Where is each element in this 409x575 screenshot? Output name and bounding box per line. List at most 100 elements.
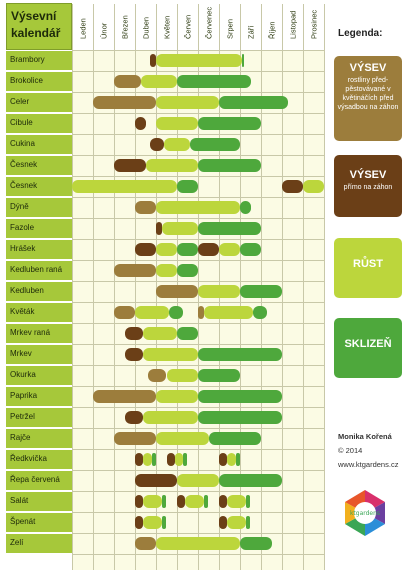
- legend-sow-indoor: VÝSEV rostliny před-pěstovávané v květin…: [334, 56, 402, 141]
- bar-harvest: [198, 159, 261, 172]
- month-label-text: Březen: [120, 15, 129, 39]
- sowing-calendar: Výsevní kalendář Leden Únor Březen Duben Kvě…: [6, 3, 325, 570]
- legend-sow-indoor-heading: VÝSEV: [349, 62, 387, 74]
- bar-growth: [164, 138, 190, 151]
- bar-sow-direct: [219, 516, 228, 529]
- crop-row-label: Cibule: [6, 114, 72, 135]
- legend-growth: RŮST: [334, 238, 402, 298]
- crop-name: Kedluben: [10, 286, 44, 295]
- grid-horizontal-line: [72, 533, 324, 534]
- bar-harvest: [240, 537, 272, 550]
- bar-sow-indoor: [114, 264, 156, 277]
- month-label: Srpen: [219, 4, 240, 50]
- bar-harvest: [177, 75, 251, 88]
- bar-sow-indoor: [147, 369, 167, 382]
- bar-sow-direct: [135, 474, 177, 487]
- grid-horizontal-line: [72, 218, 324, 219]
- crop-row-label: Petržel: [6, 408, 72, 429]
- crop-name: Cibule: [10, 118, 33, 127]
- grid-horizontal-line: [72, 281, 324, 282]
- month-label: Červen: [177, 4, 198, 50]
- bar-growth: [143, 495, 163, 508]
- credit-author: Monika Kořená: [338, 432, 392, 441]
- bar-sow-direct: [135, 453, 144, 466]
- crop-name: Dýně: [10, 202, 29, 211]
- bar-sow-indoor: [114, 75, 142, 88]
- crop-row-label: Rajče: [6, 429, 72, 450]
- grid-horizontal-line: [72, 134, 324, 135]
- crop-name: Brokolice: [10, 76, 43, 85]
- bar-harvest: [235, 453, 240, 466]
- legend-harvest-heading: SKLIZEŇ: [344, 338, 392, 350]
- crop-name: Brambory: [10, 55, 45, 64]
- crop-row-label: Mrkev raná: [6, 324, 72, 345]
- bar-harvest: [168, 306, 184, 319]
- crop-row-label: Mrkev: [6, 345, 72, 366]
- bar-growth: [156, 201, 240, 214]
- bar-growth: [156, 537, 240, 550]
- title-line-1: Výsevní: [11, 9, 57, 23]
- grid-horizontal-line: [72, 155, 324, 156]
- month-label: Listopad: [282, 4, 303, 50]
- bar-growth: [141, 75, 177, 88]
- legend-sow-indoor-desc: rostliny před-pěstovávané v květináčích …: [337, 77, 399, 111]
- bar-growth: [135, 306, 169, 319]
- grid-vertical-line: [324, 4, 325, 570]
- legend-panel: Legenda: VÝSEV rostliny před-pěstovávané…: [330, 0, 409, 575]
- grid-vertical-line: [282, 4, 283, 570]
- legend-growth-heading: RŮST: [353, 258, 383, 270]
- bar-harvest: [240, 285, 282, 298]
- month-label-text: Leden: [78, 18, 87, 39]
- bar-growth: [143, 327, 177, 340]
- bar-growth: [145, 159, 198, 172]
- crop-row-label: Celer: [6, 93, 72, 114]
- bar-sow-direct: [219, 453, 228, 466]
- month-label-text: Květen: [162, 15, 171, 39]
- bar-sow-indoor: [114, 306, 135, 319]
- bar-harvest: [198, 348, 282, 361]
- crop-row-label: Česnek: [6, 156, 72, 177]
- crop-row-label: Ředkvička: [6, 450, 72, 471]
- bar-growth: [143, 348, 198, 361]
- crop-name: Mrkev raná: [10, 328, 51, 337]
- month-label: Červenec: [198, 4, 219, 50]
- bar-sow-indoor: [93, 390, 156, 403]
- grid-horizontal-line: [72, 365, 324, 366]
- grid-vertical-line: [303, 4, 304, 570]
- credit-year: © 2014: [338, 446, 363, 455]
- month-label: Říjen: [261, 4, 282, 50]
- month-label: Únor: [93, 4, 114, 50]
- crop-row-label: Brokolice: [6, 72, 72, 93]
- crop-name: Celer: [10, 97, 30, 106]
- month-label: Březen: [114, 4, 135, 50]
- grid-horizontal-line: [72, 50, 324, 51]
- bar-growth: [143, 411, 198, 424]
- bar-growth: [166, 369, 198, 382]
- bar-harvest: [162, 495, 167, 508]
- bar-sow-direct: [177, 495, 186, 508]
- grid-horizontal-line: [72, 260, 324, 261]
- grid-vertical-line: [72, 4, 73, 570]
- month-label-text: Říjen: [267, 21, 276, 39]
- bar-harvest: [252, 306, 268, 319]
- bar-harvest: [198, 369, 240, 382]
- month-label-text: Únor: [99, 22, 108, 39]
- bar-growth: [174, 453, 184, 466]
- bar-harvest: [177, 327, 198, 340]
- credit-url: www.ktgardens.cz: [338, 460, 399, 469]
- grid-horizontal-line: [72, 197, 324, 198]
- crop-name: Řepa červená: [10, 475, 60, 484]
- month-label: Květen: [156, 4, 177, 50]
- bar-growth: [156, 390, 198, 403]
- bar-sow-direct: [149, 138, 165, 151]
- bar-sow-indoor: [93, 96, 156, 109]
- grid-horizontal-line: [72, 176, 324, 177]
- crop-row-label: Fazole: [6, 219, 72, 240]
- bar-harvest: [198, 222, 261, 235]
- legend-sow-direct: VÝSEV přímo na záhon: [334, 155, 402, 217]
- bar-sow-direct: [282, 180, 303, 193]
- bar-harvest: [204, 495, 209, 508]
- bar-harvest: [151, 453, 156, 466]
- grid-horizontal-line: [72, 71, 324, 72]
- month-label-text: Duben: [141, 16, 150, 39]
